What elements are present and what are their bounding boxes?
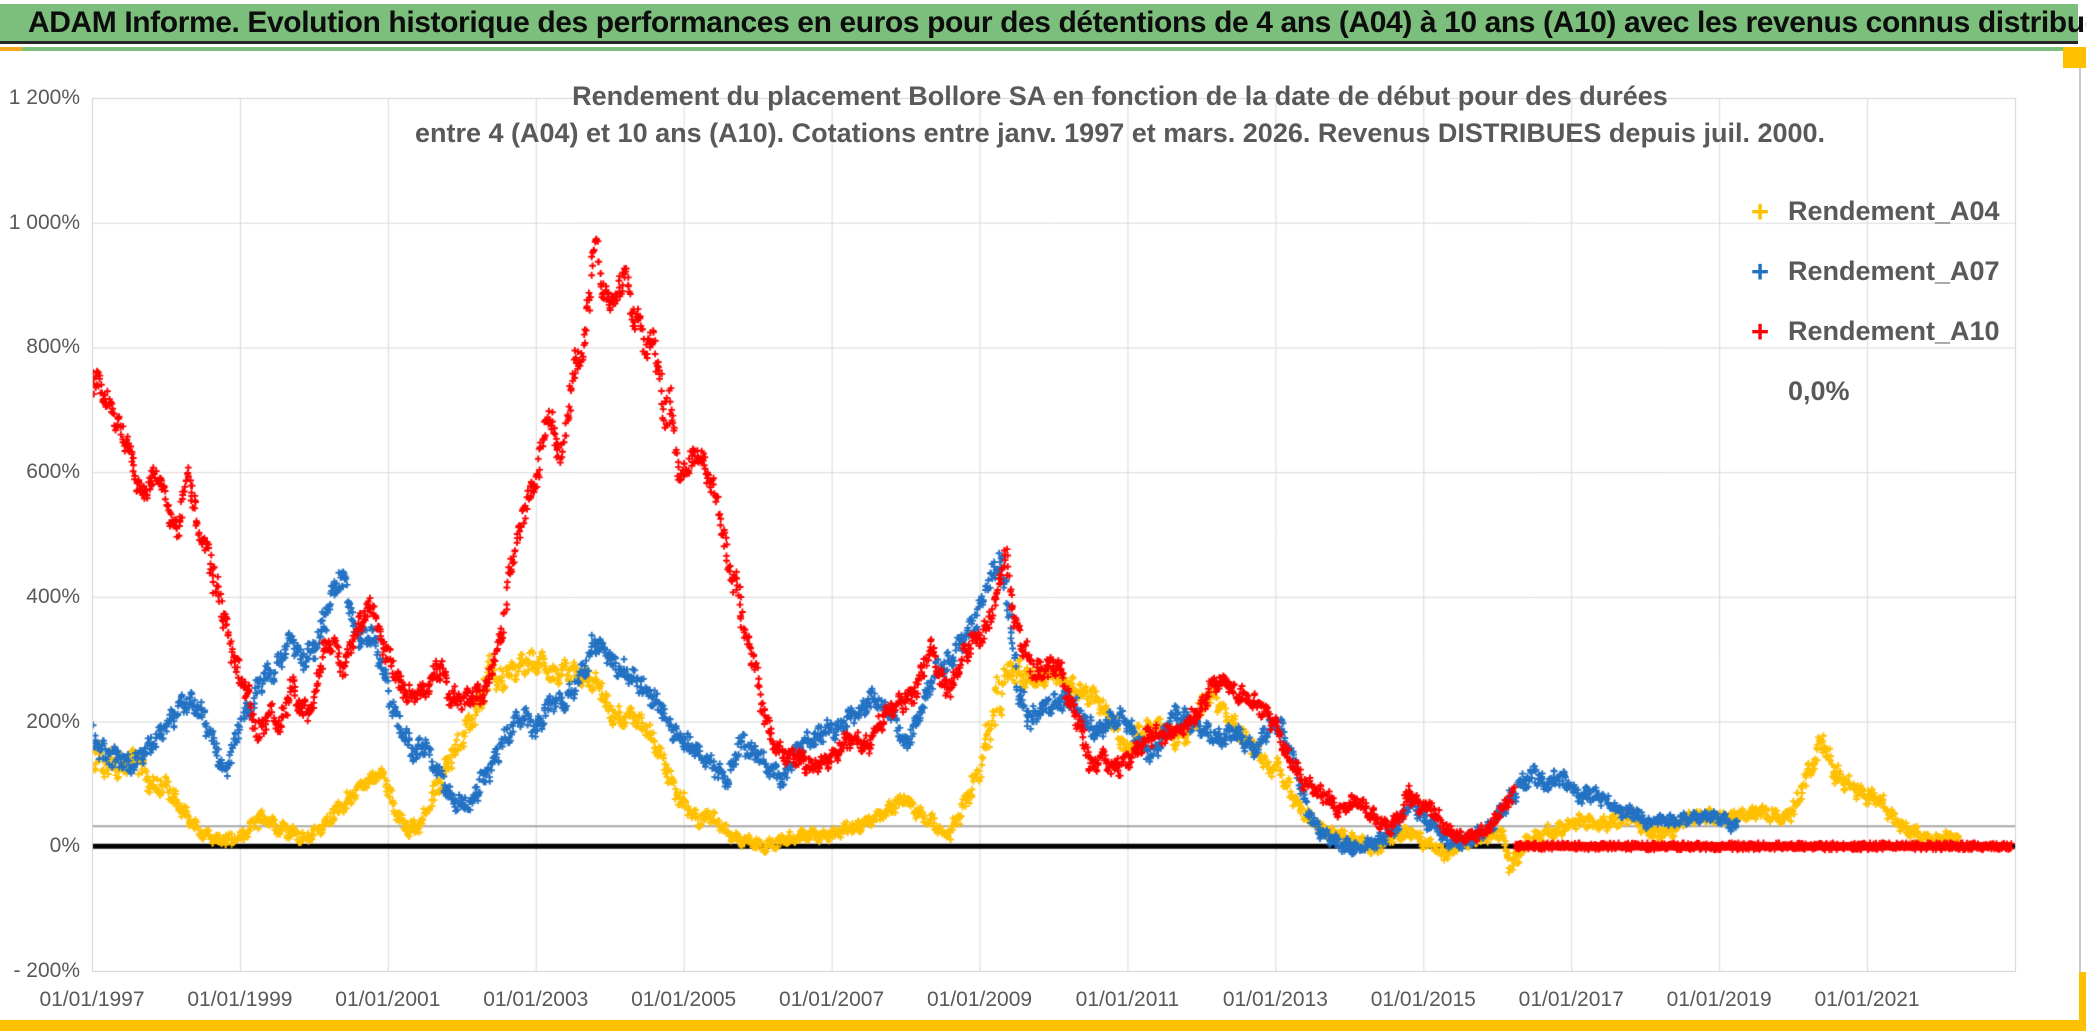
x-axis-label: 01/01/2009	[926, 988, 1033, 1011]
legend-label: 0,0%	[1788, 375, 1850, 406]
legend-label: Rendement_A07	[1788, 255, 2000, 286]
y-axis-label: 400%	[26, 584, 80, 608]
x-axis-label: 01/01/2013	[1222, 988, 1328, 1011]
y-axis-label: 800%	[26, 335, 80, 359]
y-axis-label: 200%	[26, 709, 80, 733]
y-axis-label: 0%	[49, 834, 80, 858]
x-axis-label: 01/01/2019	[1666, 988, 1772, 1011]
x-axis-label: 01/01/2017	[1518, 988, 1624, 1011]
plus-marker-icon: +	[1750, 253, 1770, 289]
chart-legend: + Rendement_A04 + Rendement_A07 + Rendem…	[1738, 181, 2000, 421]
x-axis-label: 01/01/2003	[483, 988, 589, 1011]
x-axis-label: 01/01/2011	[1075, 988, 1180, 1011]
legend-item-a04[interactable]: + Rendement_A04	[1738, 181, 2000, 241]
plus-marker-icon: +	[1750, 313, 1770, 349]
y-axis-label: 1 200%	[8, 86, 80, 109]
x-axis-label: 01/01/2015	[1370, 988, 1476, 1011]
y-axis-label: 600%	[26, 460, 80, 484]
legend-item-zero-line[interactable]: 0,0%	[1738, 361, 2000, 421]
y-axis-label: - 200%	[13, 959, 80, 982]
x-axis-label: 01/01/2001	[335, 988, 441, 1011]
x-axis-label: 01/01/1999	[187, 988, 293, 1011]
y-axis-label: 1 000%	[8, 210, 80, 234]
chart-title-line2: entre 4 (A04) et 10 ans (A10). Cotations…	[414, 118, 1826, 148]
x-axis-label: 01/01/2021	[1814, 988, 1920, 1011]
legend-item-a07[interactable]: + Rendement_A07	[1738, 241, 2000, 301]
plus-marker-icon: +	[1750, 193, 1770, 229]
x-axis-label: 01/01/2007	[779, 988, 885, 1011]
legend-item-a10[interactable]: + Rendement_A10	[1738, 301, 2000, 361]
chart-title-line1: Rendement du placement Bollore SA en fon…	[572, 81, 1668, 111]
x-axis-label: 01/01/2005	[631, 988, 737, 1011]
x-axis-label: 01/01/1997	[39, 988, 145, 1011]
legend-label: Rendement_A10	[1788, 315, 2000, 346]
chart-title: Rendement du placement Bollore SA en fon…	[340, 78, 1900, 152]
legend-label: Rendement_A04	[1788, 195, 2000, 226]
